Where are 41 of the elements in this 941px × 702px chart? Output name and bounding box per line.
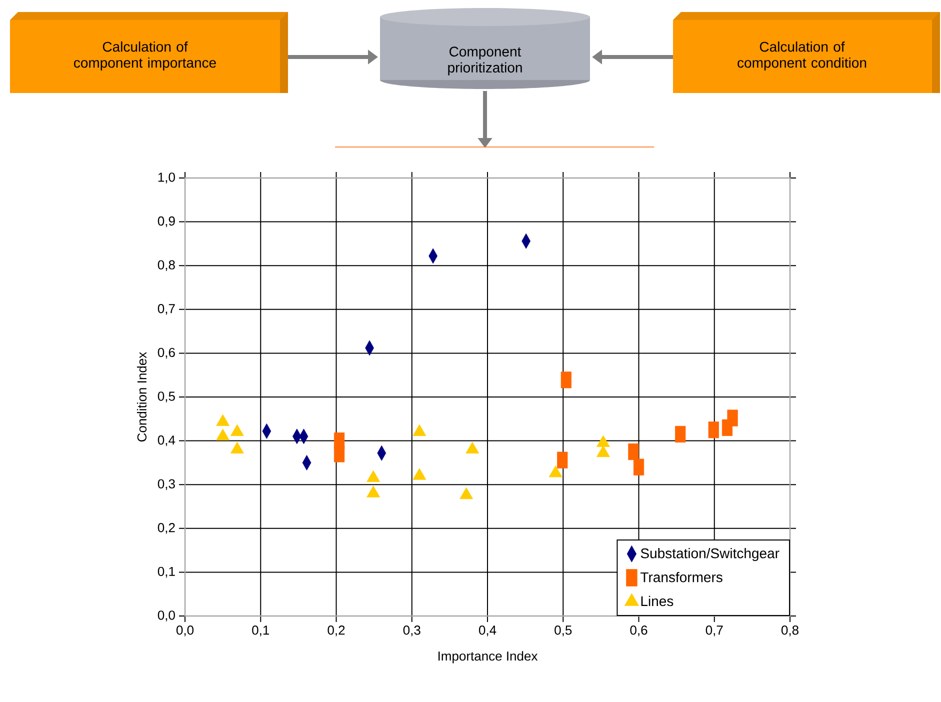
y-tick-label: 0,3 [158,479,175,490]
point [230,424,244,436]
x-tick-label: 0,1 [252,626,270,636]
point [366,470,380,482]
point [460,487,474,500]
y-tick-label: 0,6 [158,348,175,359]
x-tick-label: 0,8 [781,626,798,636]
legend-label: Substation/Switchgear [640,548,780,562]
legend-label: Lines [641,596,674,606]
x-tick-label: 0,2 [328,626,345,636]
point [366,486,380,498]
text: Calculation of component condition [738,41,866,71]
x-tick-label: 0,0 [176,626,194,636]
y-tick-label: 0,5 [158,392,175,402]
point [548,466,562,478]
point [412,468,426,480]
x-tick-label: 0,7 [706,626,723,636]
text: Calculation of component importance [74,41,216,71]
y-tick-label: 0,7 [158,304,175,315]
y-tick-label: 0,0 [158,610,175,622]
point [466,442,480,454]
text: Component prioritization [448,46,522,76]
y-tick-label: 0,9 [158,216,175,228]
point [216,414,230,426]
x-tick-label: 0,4 [478,626,496,636]
legend-label: Transformers [640,572,722,582]
y-tick-label: 0,2 [158,523,175,534]
y-tick-label: 0,1 [158,566,175,578]
y-tick-label: 0,8 [158,260,175,271]
y-tick-label: 1,0 [158,172,175,184]
y-tick-label: 0,4 [158,435,176,446]
point [596,435,610,447]
point [216,428,230,440]
point [230,442,244,454]
x-axis-title: Importance Index [438,651,538,664]
point [596,445,610,458]
x-tick-label: 0,5 [554,626,572,636]
x-tick-label: 0,3 [403,626,420,636]
point [412,424,426,436]
y-axis-title: Condition Index [136,352,147,442]
x-tick-label: 0,6 [630,626,648,636]
